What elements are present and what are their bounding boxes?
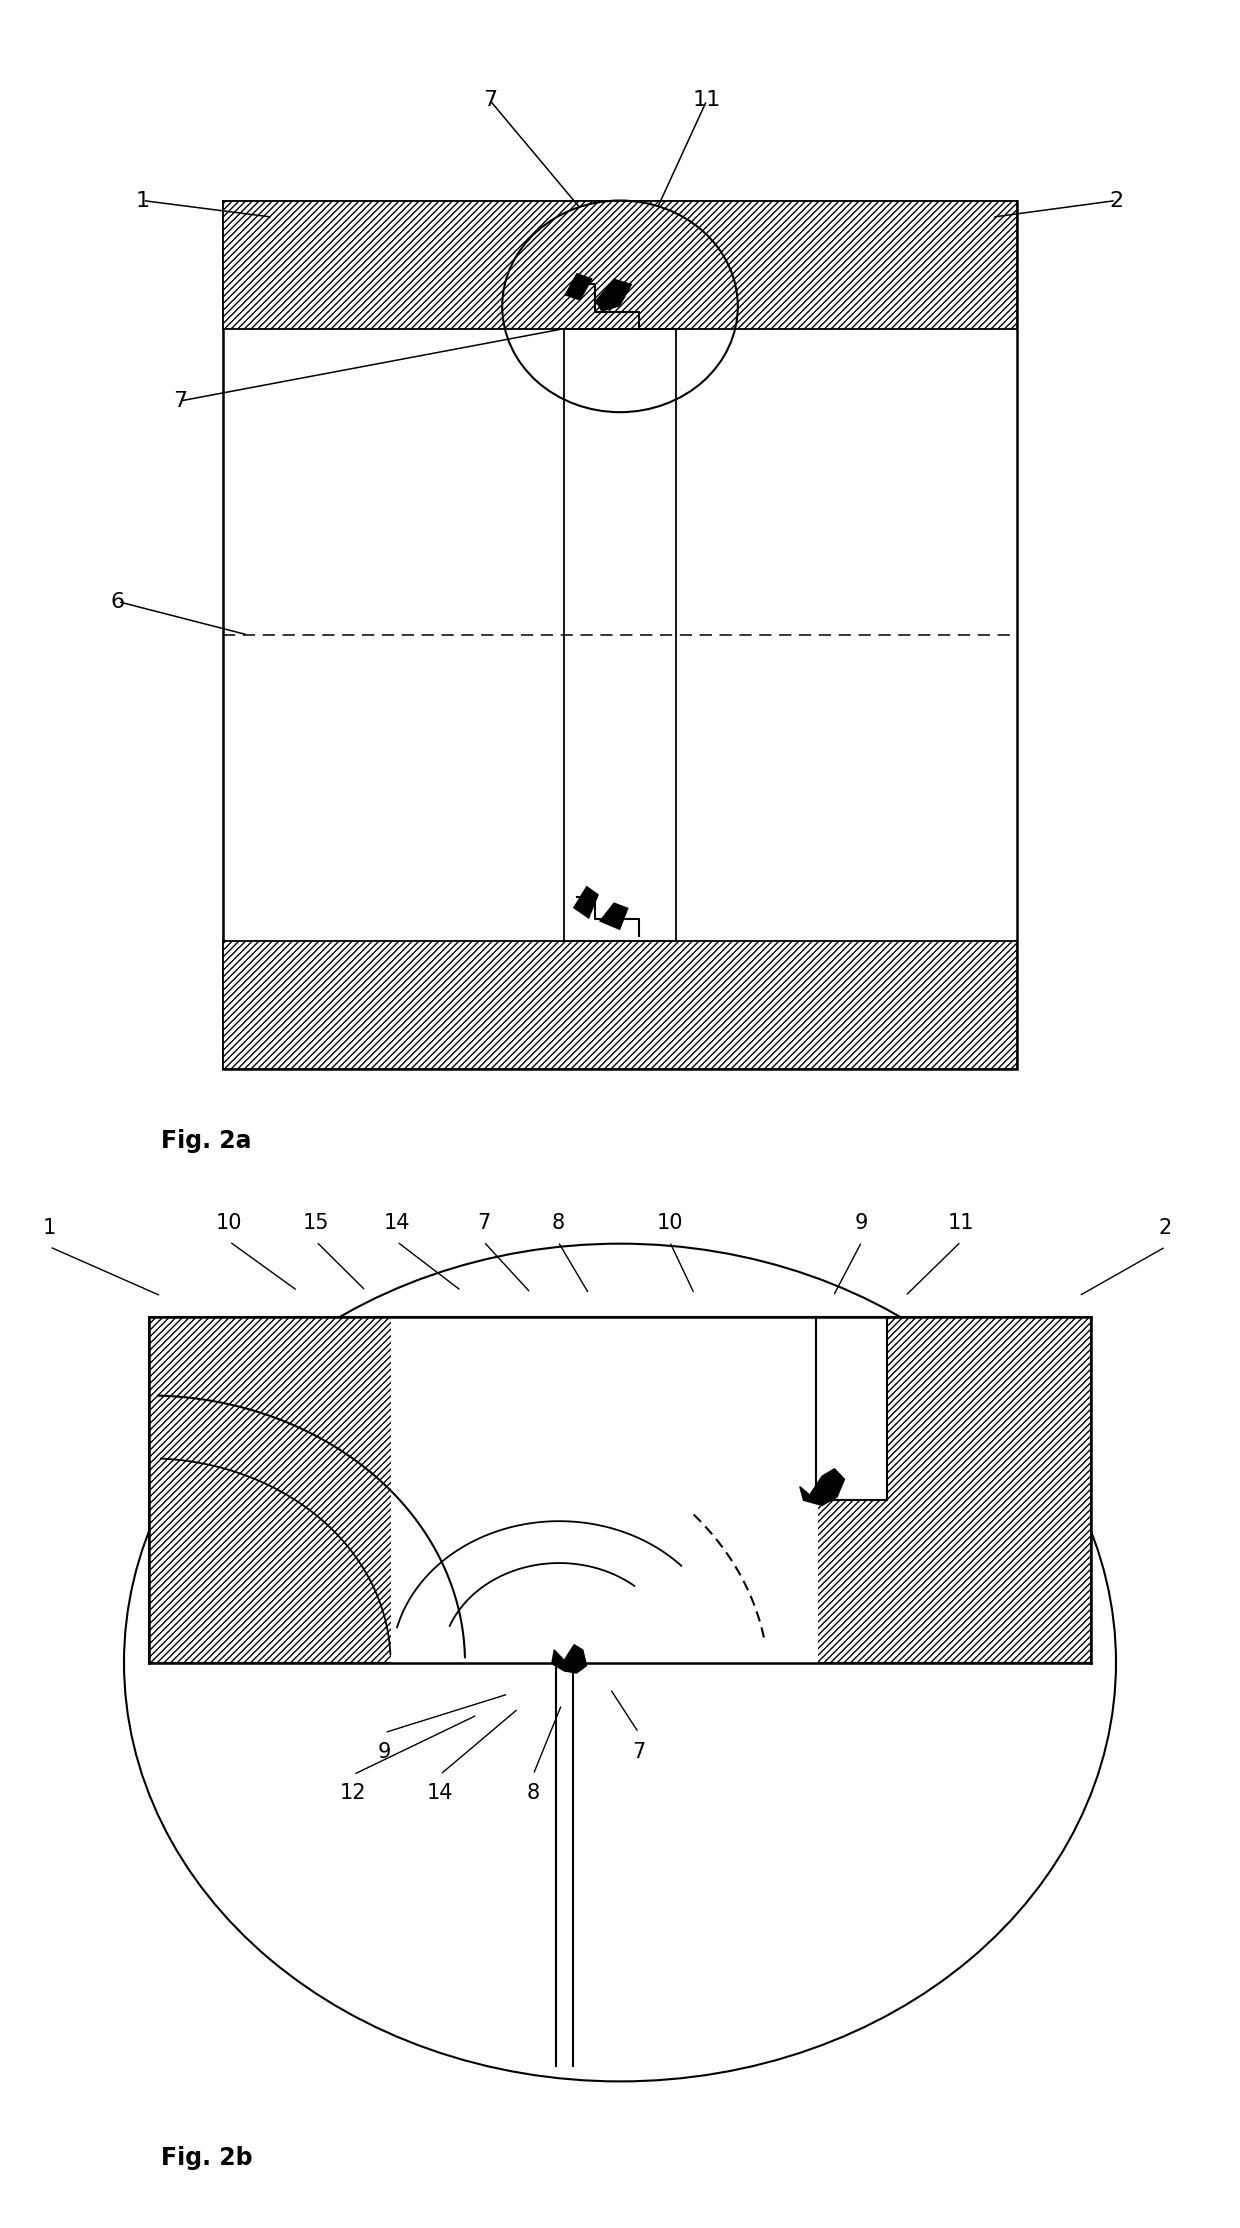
Polygon shape: [595, 278, 632, 312]
Text: 8: 8: [527, 1782, 539, 1802]
Text: 1: 1: [135, 192, 150, 209]
Text: 10: 10: [656, 1212, 683, 1232]
Polygon shape: [816, 1317, 887, 1499]
Text: 7: 7: [632, 1742, 645, 1762]
Polygon shape: [599, 902, 629, 931]
Text: 2: 2: [1159, 1219, 1172, 1239]
Text: 12: 12: [340, 1782, 367, 1802]
Text: Fig. 2b: Fig. 2b: [161, 2146, 253, 2170]
Polygon shape: [564, 272, 593, 301]
Text: 1: 1: [43, 1219, 56, 1239]
Polygon shape: [573, 887, 599, 920]
Text: 11: 11: [693, 91, 720, 109]
Text: 14: 14: [427, 1782, 454, 1802]
Polygon shape: [800, 1468, 844, 1506]
Text: 7: 7: [482, 91, 497, 109]
Polygon shape: [391, 1317, 818, 1662]
Text: 7: 7: [477, 1212, 490, 1232]
Text: 14: 14: [383, 1212, 410, 1232]
Polygon shape: [149, 1317, 1091, 1662]
Text: 6: 6: [110, 593, 125, 610]
Text: 9: 9: [856, 1212, 868, 1232]
Text: 7: 7: [172, 392, 187, 410]
Text: Fig. 2a: Fig. 2a: [161, 1130, 252, 1154]
Text: 10: 10: [216, 1212, 243, 1232]
Polygon shape: [223, 942, 1017, 1069]
Polygon shape: [223, 201, 1017, 328]
Text: 9: 9: [378, 1742, 391, 1762]
Text: 8: 8: [552, 1212, 564, 1232]
Text: 2: 2: [1109, 192, 1123, 209]
Polygon shape: [552, 1644, 587, 1673]
Text: 11: 11: [947, 1212, 975, 1232]
Text: 15: 15: [303, 1212, 330, 1232]
